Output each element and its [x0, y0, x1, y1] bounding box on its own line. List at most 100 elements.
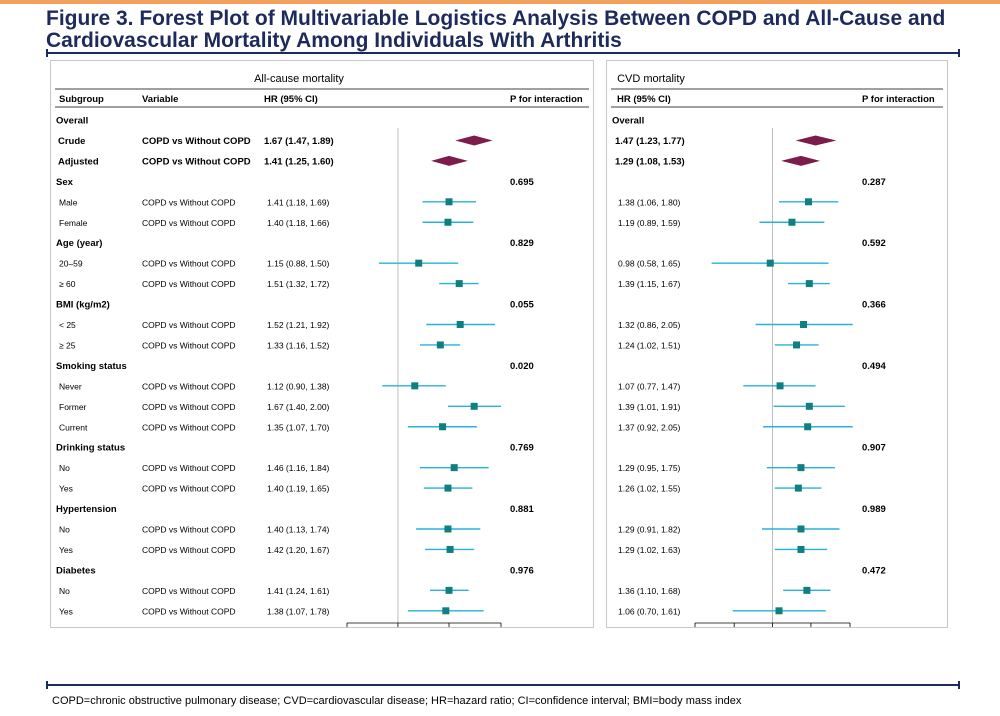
row-hr-ci: 1.37 (0.92, 2.05) [618, 422, 681, 432]
p-interaction: 0.769 [510, 443, 534, 454]
panel-title: All-cause mortality [254, 73, 344, 85]
row-hr-ci: 1.40 (1.18, 1.66) [267, 218, 330, 228]
figure-title: Figure 3. Forest Plot of Multivariable L… [46, 8, 976, 52]
col-header-p: P for interaction [862, 94, 935, 105]
p-interaction: 0.287 [862, 177, 886, 188]
row-variable: COPD vs Without COPD [142, 606, 236, 616]
hr-point [766, 259, 774, 267]
row-label: Yes [59, 606, 73, 616]
hr-point [455, 280, 463, 288]
row-hr-ci: 0.98 (0.58, 1.65) [618, 259, 681, 269]
row-hr-ci: 1.41 (1.24, 1.61) [267, 586, 330, 596]
row-hr-ci: 1.26 (1.02, 1.55) [618, 484, 681, 494]
group-label: Sex [56, 177, 74, 188]
row-hr-ci: 1.12 (0.90, 1.38) [267, 381, 330, 391]
p-interaction: 0.366 [862, 300, 886, 311]
row-hr-ci: 1.29 (0.91, 1.82) [618, 525, 681, 535]
row-hr-ci: 1.32 (0.86, 2.05) [618, 320, 681, 330]
p-interaction: 0.494 [862, 361, 886, 372]
hr-point [444, 525, 452, 533]
col-header-hr: HR (95% CI) [264, 94, 318, 105]
row-hr-ci: 1.39 (1.01, 1.91) [618, 402, 681, 412]
hr-point [445, 586, 453, 594]
hr-point [446, 545, 454, 553]
p-interaction: 0.989 [862, 504, 886, 515]
row-variable: COPD vs Without COPD [142, 422, 236, 432]
p-interaction: 0.055 [510, 300, 534, 311]
row-label: Male [59, 197, 78, 207]
panel-title: CVD mortality [617, 73, 685, 85]
forest-plot-all-cause: All-cause mortality Subgroup Variable HR (9… [55, 73, 589, 657]
p-interaction: 0.976 [510, 565, 534, 576]
row-hr-ci: 1.52 (1.21, 1.92) [267, 320, 330, 330]
panel-cvd: CVD mortality HR (95% CI) P for interactio… [606, 60, 948, 657]
panel-all-cause: All-cause mortality Subgroup Variable HR (9… [50, 60, 594, 657]
row-hr-ci: 1.24 (1.02, 1.51) [618, 340, 681, 350]
p-interaction: 0.907 [862, 443, 886, 454]
row-variable: COPD vs Without COPD [142, 279, 236, 289]
row-hr-ci: 1.15 (0.88, 1.50) [267, 259, 330, 269]
hr-point [805, 280, 813, 288]
hr-point [803, 586, 811, 594]
row-hr-ci: 1.06 (0.70, 1.61) [618, 606, 681, 616]
row-variable: COPD vs Without COPD [142, 156, 251, 167]
col-header-subgroup: Subgroup [59, 94, 104, 105]
row-variable: COPD vs Without COPD [142, 525, 236, 535]
hr-point [470, 402, 478, 410]
row-hr-ci: 1.41 (1.25, 1.60) [264, 156, 334, 167]
row-hr-ci: 1.07 (0.77, 1.47) [618, 381, 681, 391]
hr-point [456, 321, 464, 328]
row-variable: COPD vs Without COPD [142, 545, 236, 555]
overall-diamond [455, 135, 493, 146]
row-hr-ci: 1.42 (1.20, 1.67) [267, 545, 330, 555]
hr-point [439, 423, 447, 431]
row-hr-ci: 1.19 (0.89, 1.59) [618, 218, 681, 228]
row-label: Yes [59, 484, 73, 494]
top-accent-bar [0, 0, 1000, 4]
row-variable: COPD vs Without COPD [142, 136, 251, 147]
hr-point [411, 382, 419, 390]
hr-point [794, 484, 802, 492]
group-label: Drinking status [56, 443, 125, 454]
row-label: Crude [58, 136, 85, 147]
group-label: BMI (kg/m2) [56, 300, 110, 311]
row-label: < 25 [59, 320, 76, 330]
group-label: Smoking status [56, 361, 127, 372]
row-label: No [59, 586, 70, 596]
forest-plot-cvd: CVD mortality HR (95% CI) P for interactio… [611, 73, 943, 657]
row-label: ≥ 25 [59, 340, 76, 350]
row-hr-ci: 1.41 (1.18, 1.69) [267, 197, 330, 207]
p-interaction: 0.472 [862, 565, 886, 576]
row-hr-ci: 1.29 (1.08, 1.53) [615, 156, 685, 167]
footnote-rule [46, 681, 960, 689]
row-variable: COPD vs Without COPD [142, 463, 236, 473]
group-label: Age (year) [56, 238, 102, 249]
hr-point [415, 259, 423, 267]
hr-point [797, 464, 805, 472]
hr-point [805, 402, 813, 410]
row-hr-ci: 1.39 (1.15, 1.67) [618, 279, 681, 289]
row-label: ≥ 60 [59, 279, 76, 289]
row-hr-ci: 1.38 (1.06, 1.80) [618, 197, 681, 207]
hr-point [442, 607, 450, 615]
hr-point [775, 607, 783, 615]
row-variable: COPD vs Without COPD [142, 320, 236, 330]
row-hr-ci: 1.29 (0.95, 1.75) [618, 463, 681, 473]
row-hr-ci: 1.47 (1.23, 1.77) [615, 136, 685, 147]
row-hr-ci: 1.40 (1.13, 1.74) [267, 525, 330, 535]
col-header-variable: Variable [142, 94, 178, 105]
row-hr-ci: 1.36 (1.10, 1.68) [618, 586, 681, 596]
row-label: No [59, 463, 70, 473]
hr-point [797, 525, 805, 533]
row-label: Yes [59, 545, 73, 555]
row-variable: COPD vs Without COPD [142, 402, 236, 412]
overall-diamond [795, 135, 837, 146]
p-interaction: 0.829 [510, 238, 534, 249]
title-rule [46, 49, 960, 57]
row-hr-ci: 1.35 (1.07, 1.70) [267, 422, 330, 432]
p-interaction: 0.881 [510, 504, 534, 515]
hr-point [804, 423, 812, 431]
group-label: Diabetes [56, 565, 96, 576]
row-label: Current [59, 422, 88, 432]
row-variable: COPD vs Without COPD [142, 340, 236, 350]
